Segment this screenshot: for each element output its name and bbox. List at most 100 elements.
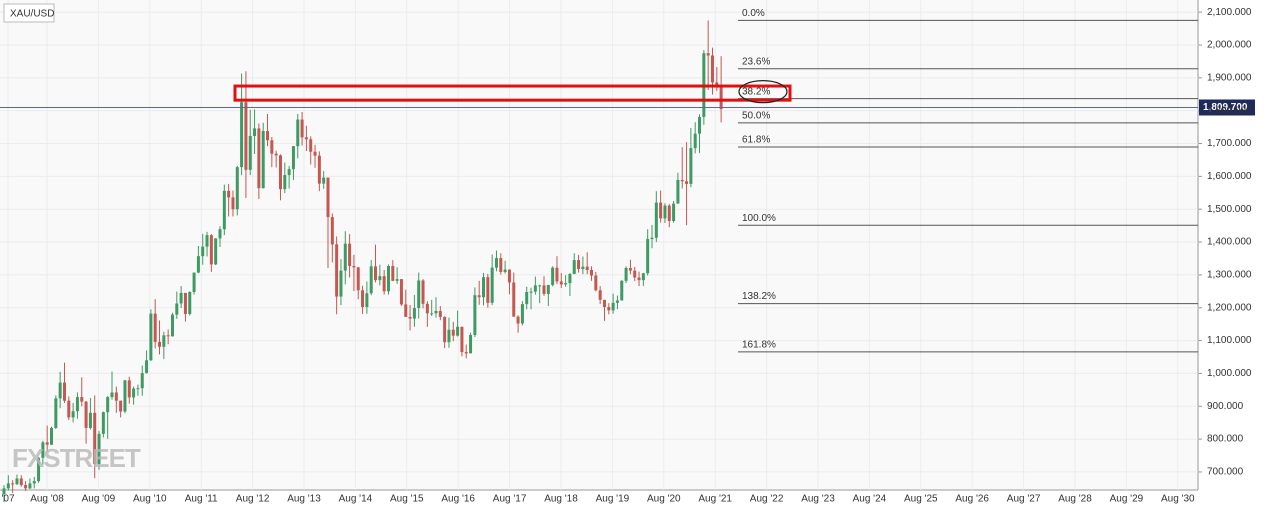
y-tick-label: 1,600.000: [1207, 171, 1252, 182]
x-tick-label: Aug '21: [698, 494, 732, 505]
candle-body: [335, 244, 339, 297]
candle-body: [685, 181, 689, 184]
candle-body: [330, 217, 334, 245]
candle-body: [222, 190, 226, 230]
candle-body: [602, 299, 606, 308]
candle-body: [689, 148, 693, 184]
x-tick-label: Aug '28: [1058, 494, 1092, 505]
candle-body: [196, 256, 200, 273]
candle-body: [248, 135, 252, 170]
candle-body: [598, 290, 602, 300]
y-tick-label: 2,100.000: [1207, 7, 1252, 18]
candle-body: [270, 140, 274, 154]
candle-body: [486, 277, 490, 303]
candle-body: [451, 329, 455, 336]
candle-body: [581, 266, 585, 269]
candle-body: [175, 303, 179, 315]
candle-body: [663, 205, 667, 219]
x-tick-label: Aug '20: [647, 494, 681, 505]
candle-body: [706, 53, 710, 56]
axis-background: [1198, 0, 1280, 510]
candle-body: [533, 285, 537, 292]
candle-body: [153, 313, 157, 342]
candle-body: [667, 205, 671, 222]
candle-body: [637, 277, 641, 281]
candle-body: [240, 102, 244, 168]
candle-body: [633, 270, 637, 278]
y-tick-label: 700.000: [1207, 467, 1244, 478]
candle-body: [32, 481, 36, 484]
candle-body: [650, 237, 654, 240]
candle-body: [348, 243, 352, 267]
y-tick-label: 1,900.000: [1207, 72, 1252, 83]
x-tick-label: Aug '13: [287, 494, 321, 505]
candle-body: [680, 179, 684, 182]
candle-body: [257, 128, 261, 189]
candle-body: [525, 291, 529, 305]
candle-body: [266, 131, 270, 141]
candle-body: [719, 84, 723, 110]
fib-level-label: 38.2%: [742, 86, 770, 97]
candle-body: [67, 400, 71, 418]
candle-body: [123, 380, 127, 412]
x-tick-label: Aug '29: [1110, 494, 1144, 505]
candle-body: [676, 179, 680, 204]
x-tick-label: Aug '08: [30, 494, 64, 505]
candle-body: [291, 146, 295, 170]
candle-body: [166, 335, 170, 337]
candle-body: [430, 313, 434, 315]
candle-body: [88, 412, 92, 428]
fib-level-label: 138.2%: [742, 291, 776, 302]
candle-body: [477, 295, 481, 298]
candle-body: [110, 392, 114, 398]
x-tick-label: Aug '11: [185, 494, 218, 505]
candle-body: [654, 202, 658, 238]
candle-body: [205, 235, 209, 247]
candle-body: [201, 246, 205, 257]
candle-body: [127, 380, 131, 398]
y-tick-label: 800.000: [1207, 434, 1244, 445]
highlight-ellipse: [738, 80, 788, 104]
candle-body: [551, 267, 555, 286]
candle-body: [378, 276, 382, 281]
x-tick-label: Aug '30: [1161, 494, 1195, 505]
candle-body: [54, 398, 58, 428]
x-tick-label: Aug '15: [390, 494, 424, 505]
x-tick-label: Aug '26: [955, 494, 989, 505]
candle-body: [218, 229, 222, 239]
candle-body: [45, 442, 49, 445]
candle-body: [503, 269, 507, 272]
candle-body: [590, 269, 594, 276]
candle-body: [412, 308, 416, 319]
candle-body: [646, 239, 650, 274]
x-tick-label: Aug '17: [493, 494, 527, 505]
candle-body: [585, 266, 589, 270]
candle-body: [188, 291, 192, 314]
y-tick-label: 1,300.000: [1207, 270, 1252, 281]
candle-body: [183, 292, 187, 314]
candle-body: [209, 235, 213, 265]
candle-body: [326, 177, 330, 218]
y-tick-label: 1,200.000: [1207, 302, 1252, 313]
candle-body: [11, 483, 15, 485]
candle-body: [443, 316, 447, 343]
candle-body: [106, 397, 110, 413]
candle-body: [710, 55, 714, 83]
watermark: FXSTREET: [12, 443, 141, 473]
current-price-box: [1199, 99, 1255, 116]
x-tick-label: Aug '10: [133, 494, 167, 505]
candle-body: [84, 401, 88, 428]
candle-body: [369, 266, 373, 294]
candle-body: [434, 311, 438, 314]
candle-body: [615, 300, 619, 303]
x-tick-label: Aug '24: [853, 494, 887, 505]
candle-body: [145, 360, 149, 374]
candle-body: [339, 270, 343, 297]
candle-body: [278, 155, 282, 190]
candle-body: [28, 483, 32, 489]
candle-body: [698, 116, 702, 134]
candle-body: [456, 326, 460, 336]
candle-body: [546, 285, 550, 294]
candle-body: [62, 382, 66, 401]
